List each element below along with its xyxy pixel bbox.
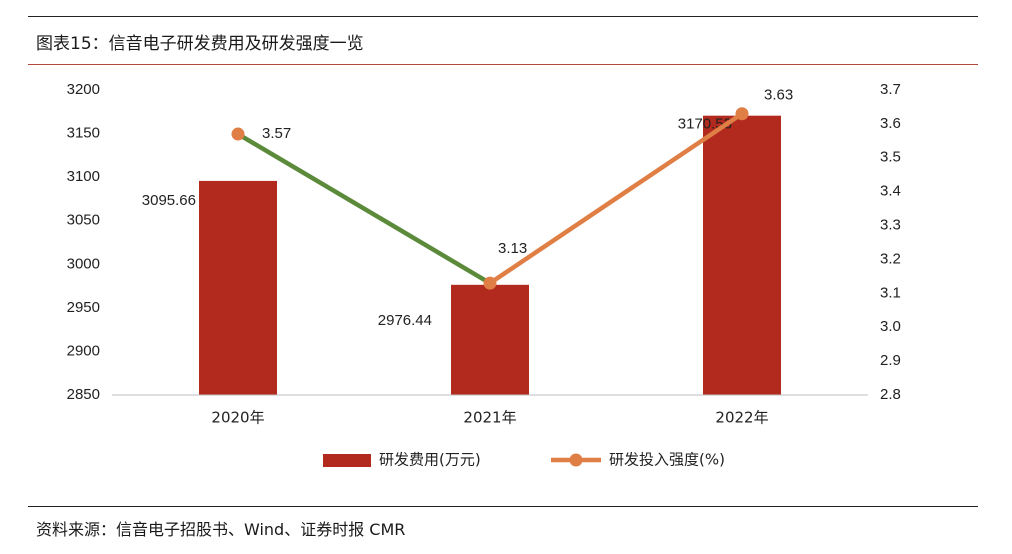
line-data-label: 3.13 [498,240,527,257]
bar [703,115,781,395]
top-rule [28,16,978,17]
y-left-tick-label: 3100 [67,168,100,185]
legend-swatch-point [569,453,583,467]
line-point [735,107,749,121]
bar [451,284,529,395]
y-left-tick-label: 3000 [67,255,100,272]
line-point [483,276,497,290]
x-tick-label: 2022年 [715,409,768,427]
y-left-tick-label: 3050 [67,212,100,229]
x-tick-label: 2020年 [211,409,264,427]
y-left-tick-label: 3150 [67,125,100,142]
series-line-segment [235,131,493,286]
figure-title: 图表15：信音电子研发费用及研发强度一览 [36,34,364,54]
y-left-tick-label: 2850 [67,386,100,403]
legend-label-bar: 研发费用(万元) [379,451,481,469]
line-point [231,127,245,141]
y-right-tick-label: 3.3 [880,217,901,234]
y-right-tick-label: 3.7 [880,81,901,98]
source-note: 资料来源：信音电子招股书、Wind、证券时报 CMR [36,520,406,539]
bar-data-label: 2976.44 [378,312,432,329]
y-left-tick-label: 2900 [67,342,100,359]
y-right-tick-label: 3.6 [880,115,901,132]
y-right-tick-label: 3.5 [880,149,901,166]
line-data-label: 3.57 [262,125,291,142]
title-divider [28,64,978,65]
bottom-rule [28,506,978,507]
y-left-tick-label: 3200 [67,81,100,98]
legend-swatch-bar [323,454,371,467]
y-right-tick-label: 2.9 [880,352,901,369]
y-right-tick-label: 3.1 [880,284,901,301]
y-right-tick-label: 3.0 [880,318,901,335]
series-line-segment [487,111,745,286]
y-right-tick-label: 3.4 [880,183,901,200]
y-right-tick-label: 3.2 [880,250,901,267]
x-tick-label: 2021年 [463,409,516,427]
bar-data-label: 3095.66 [142,192,196,209]
bar [199,180,277,395]
line-data-label: 3.63 [764,87,793,104]
y-right-tick-label: 2.8 [880,386,901,403]
legend-label-line: 研发投入强度(%) [609,451,725,469]
y-left-tick-label: 2950 [67,299,100,316]
